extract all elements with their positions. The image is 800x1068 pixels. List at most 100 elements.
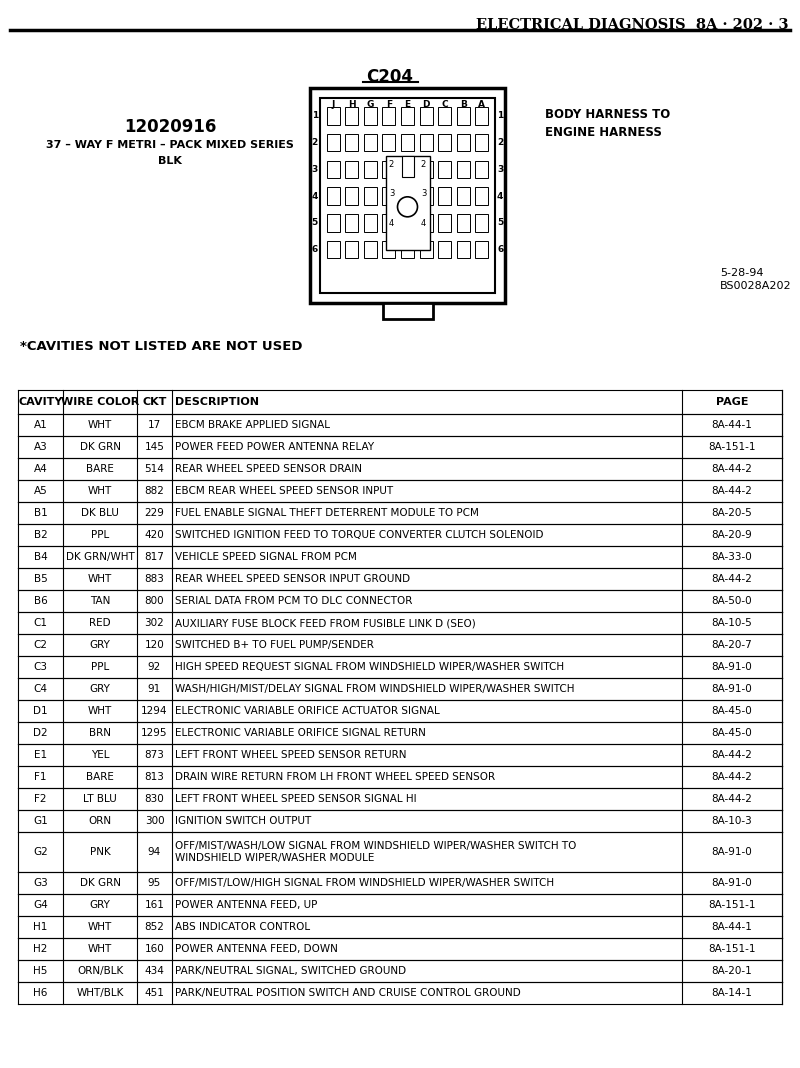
Text: CAVITY: CAVITY (18, 397, 62, 407)
Bar (364, 161, 377, 178)
Text: DESCRIPTION: DESCRIPTION (175, 397, 259, 407)
Text: WHT: WHT (88, 486, 112, 496)
Text: GRY: GRY (90, 900, 110, 910)
Text: 852: 852 (145, 922, 165, 932)
Bar (419, 215, 433, 232)
Bar (364, 134, 377, 152)
Text: A1: A1 (34, 420, 47, 430)
Bar (18, 590, 782, 612)
Text: SERIAL DATA FROM PCM TO DLC CONNECTOR: SERIAL DATA FROM PCM TO DLC CONNECTOR (175, 596, 412, 606)
Text: 8A-33-0: 8A-33-0 (712, 552, 752, 562)
Text: 1295: 1295 (142, 728, 168, 738)
Text: 8A-20-9: 8A-20-9 (712, 530, 752, 540)
Text: SWITCHED B+ TO FUEL PUMP/SENDER: SWITCHED B+ TO FUEL PUMP/SENDER (175, 640, 374, 650)
Text: H2: H2 (34, 944, 48, 954)
Text: J: J (331, 100, 335, 109)
Text: H1: H1 (34, 922, 48, 932)
Text: E1: E1 (34, 750, 47, 760)
Bar (438, 188, 451, 205)
Text: DK BLU: DK BLU (81, 508, 119, 518)
Bar (419, 188, 433, 205)
Text: H5: H5 (34, 965, 48, 976)
Bar (401, 161, 414, 178)
Text: PPL: PPL (91, 530, 109, 540)
Bar (475, 107, 488, 125)
Text: G1: G1 (33, 816, 48, 826)
Bar (18, 722, 782, 744)
Text: F1: F1 (34, 772, 46, 782)
Text: AUXILIARY FUSE BLOCK FEED FROM FUSIBLE LINK D (SEO): AUXILIARY FUSE BLOCK FEED FROM FUSIBLE L… (175, 618, 476, 628)
Text: BLK: BLK (158, 156, 182, 166)
Text: D: D (422, 100, 430, 109)
Bar (18, 744, 782, 766)
Text: 1294: 1294 (142, 706, 168, 716)
Text: 160: 160 (145, 944, 164, 954)
Bar (457, 241, 470, 258)
Text: B6: B6 (34, 596, 47, 606)
Bar (419, 134, 433, 152)
Bar (18, 871, 782, 894)
Text: 4: 4 (497, 191, 503, 201)
Bar (401, 107, 414, 125)
Text: 2: 2 (497, 138, 503, 147)
Text: REAR WHEEL SPEED SENSOR INPUT GROUND: REAR WHEEL SPEED SENSOR INPUT GROUND (175, 574, 410, 584)
Text: C2: C2 (34, 640, 47, 650)
Bar (18, 678, 782, 700)
Text: BRN: BRN (89, 728, 111, 738)
Text: G3: G3 (33, 878, 48, 888)
Bar (382, 188, 395, 205)
Text: 37 – WAY F METRI – PACK MIXED SERIES: 37 – WAY F METRI – PACK MIXED SERIES (46, 140, 294, 150)
Bar (438, 107, 451, 125)
Text: C204: C204 (366, 68, 414, 87)
Bar (18, 832, 782, 871)
Bar (326, 161, 340, 178)
Text: A3: A3 (34, 442, 47, 452)
Circle shape (398, 197, 418, 217)
Bar (346, 188, 358, 205)
Text: 1: 1 (497, 111, 503, 121)
Text: BARE: BARE (86, 464, 114, 474)
Bar (438, 161, 451, 178)
Bar (364, 107, 377, 125)
Text: ORN: ORN (89, 816, 111, 826)
Text: 3: 3 (497, 164, 503, 174)
Bar (475, 188, 488, 205)
Text: PPL: PPL (91, 662, 109, 672)
Text: 3: 3 (312, 164, 318, 174)
Bar (346, 107, 358, 125)
Bar (382, 161, 395, 178)
Bar (18, 568, 782, 590)
Text: 514: 514 (145, 464, 165, 474)
Bar (438, 134, 451, 152)
Text: TAN: TAN (90, 596, 110, 606)
Text: 883: 883 (145, 574, 165, 584)
Text: 91: 91 (148, 684, 161, 694)
Text: 8A-14-1: 8A-14-1 (711, 988, 753, 998)
Text: B5: B5 (34, 574, 47, 584)
Text: 120: 120 (145, 640, 164, 650)
Text: 8A-151-1: 8A-151-1 (708, 944, 756, 954)
Text: ELECTRONIC VARIABLE ORIFICE ACTUATOR SIGNAL: ELECTRONIC VARIABLE ORIFICE ACTUATOR SIG… (175, 706, 440, 716)
Text: 4: 4 (312, 191, 318, 201)
Text: ABS INDICATOR CONTROL: ABS INDICATOR CONTROL (175, 922, 310, 932)
Text: 145: 145 (145, 442, 165, 452)
Bar (18, 766, 782, 788)
Text: E: E (405, 100, 410, 109)
Bar (401, 134, 414, 152)
Text: 8A-44-2: 8A-44-2 (711, 464, 753, 474)
Text: 8A-44-2: 8A-44-2 (711, 772, 753, 782)
Text: 3: 3 (389, 189, 394, 199)
Text: WHT: WHT (88, 706, 112, 716)
Bar (364, 215, 377, 232)
Text: 12020916: 12020916 (124, 117, 216, 136)
Bar (346, 161, 358, 178)
Text: PAGE: PAGE (716, 397, 748, 407)
Text: 8A-50-0: 8A-50-0 (712, 596, 752, 606)
Bar (18, 390, 782, 414)
Bar (18, 436, 782, 458)
Text: WHT: WHT (88, 420, 112, 430)
Bar (18, 480, 782, 502)
Text: A5: A5 (34, 486, 47, 496)
Bar (457, 161, 470, 178)
Text: 8A-44-2: 8A-44-2 (711, 486, 753, 496)
